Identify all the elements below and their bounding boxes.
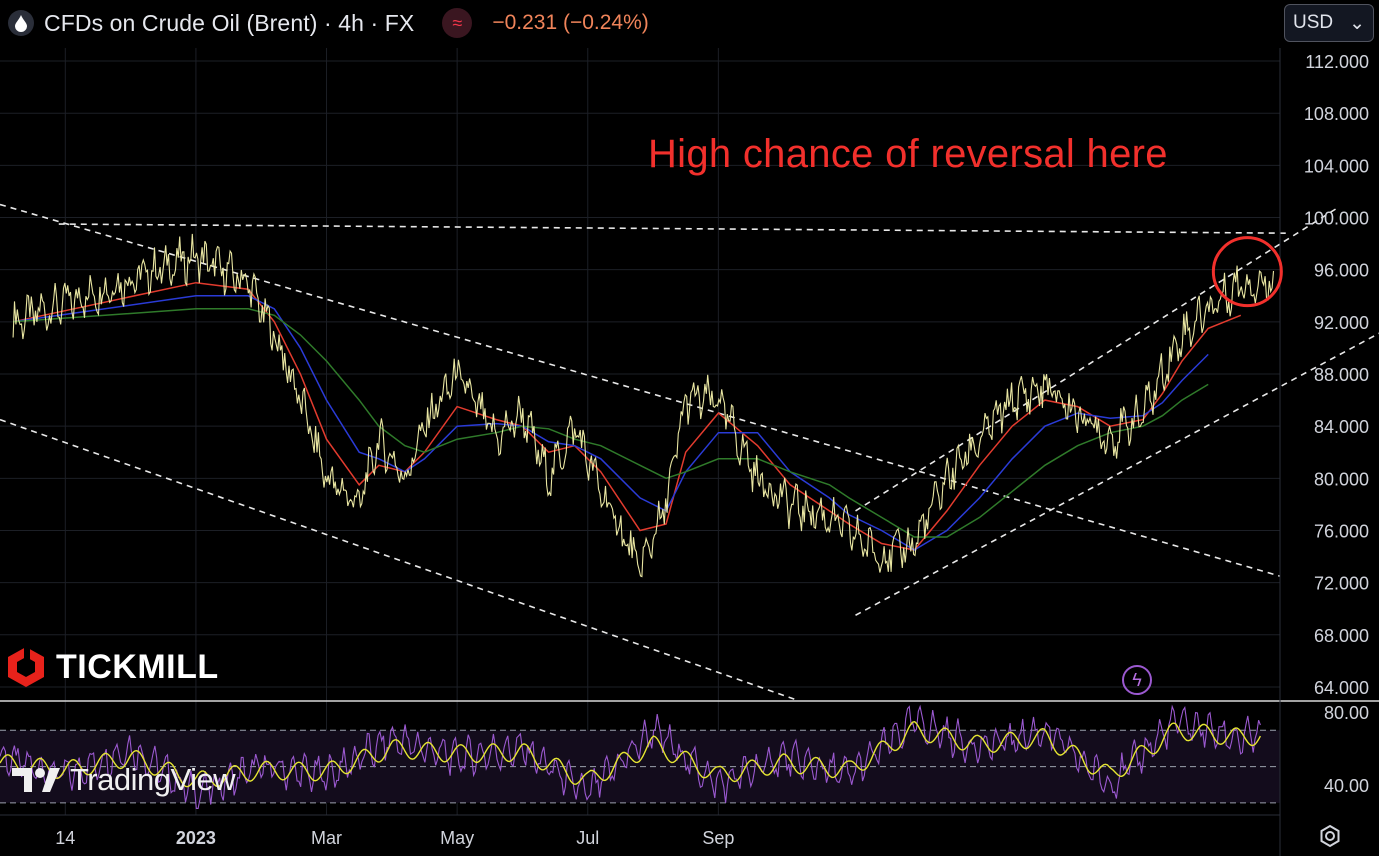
price-tick-label: 96.000 <box>1314 261 1369 281</box>
reversal-circle-marker <box>1211 236 1283 308</box>
price-tick-label: 104.000 <box>1304 156 1369 176</box>
platform-name: TradingView <box>70 762 236 797</box>
trendline-ascending-upper <box>855 206 1340 512</box>
trendline-descending-lower <box>0 418 798 701</box>
chevron-down-icon: ⌄ <box>1349 12 1365 34</box>
annotation-text: High chance of reversal here <box>648 132 1168 176</box>
price-line <box>12 233 1275 578</box>
symbol-title[interactable]: CFDs on Crude Oil (Brent) · 4h · FX <box>44 9 415 36</box>
price-tick-label: 100.000 <box>1304 209 1369 229</box>
trendlines <box>0 203 1379 701</box>
rsi-panel <box>0 704 1280 809</box>
wave-icon[interactable]: ≈ <box>442 8 473 38</box>
tradingview-logo: TradingView <box>12 762 236 798</box>
settings-gear-icon[interactable] <box>1318 824 1342 853</box>
trendline-ascending-lower <box>855 332 1379 616</box>
price-tick-label: 88.000 <box>1314 365 1369 385</box>
time-tick-label: 14 <box>55 828 75 848</box>
price-series <box>12 233 1275 578</box>
price-tick-label: 112.000 <box>1305 52 1369 72</box>
tradingview-icon <box>12 768 60 792</box>
time-tick-label: Sep <box>702 828 734 848</box>
ma-slow-line <box>13 308 1209 538</box>
moving-averages <box>12 281 1242 551</box>
price-tick-label: 76.000 <box>1314 521 1369 541</box>
time-tick-label: Mar <box>311 828 342 848</box>
rsi-line <box>0 704 1261 809</box>
price-tick-label: 92.000 <box>1314 313 1369 333</box>
ma-mid-line <box>12 295 1209 551</box>
time-tick-label: 2023 <box>176 828 216 848</box>
rsi-tick-label: 80.00 <box>1324 703 1369 723</box>
tickmill-hexagon-icon <box>8 645 44 687</box>
price-tick-label: 84.000 <box>1314 417 1369 437</box>
chart-axes: 112.000 108.000 104.000 100.000 96.000 92.000… <box>0 48 1379 856</box>
currency-select[interactable]: USD ⌄ <box>1284 4 1374 42</box>
price-change: −0.231 (−0.24%) <box>492 11 649 34</box>
price-tick-label: 68.000 <box>1314 626 1369 646</box>
ma-fast-line <box>12 281 1242 551</box>
trendline-horizontal-resistance <box>58 223 1287 234</box>
lightning-icon[interactable]: ϟ <box>1122 665 1152 695</box>
price-tick-label: 108.000 <box>1304 104 1369 124</box>
time-tick-label: Jul <box>576 828 599 848</box>
broker-name: TICKMILL <box>56 647 219 686</box>
price-tick-label: 64.000 <box>1314 678 1369 698</box>
oil-drop-icon <box>8 10 34 36</box>
chart-header: CFDs on Crude Oil (Brent) · 4h · FX ≈ −0… <box>8 6 649 40</box>
price-tick-label: 80.000 <box>1314 469 1369 489</box>
time-tick-label: May <box>440 828 474 848</box>
rsi-tick-label: 40.00 <box>1324 776 1369 796</box>
rsi-signal-line <box>0 720 1262 788</box>
tickmill-logo: TICKMILL <box>6 645 219 689</box>
trendline-descending-upper <box>0 203 1281 577</box>
price-tick-label: 72.000 <box>1314 574 1369 594</box>
currency-label: USD <box>1293 12 1334 33</box>
